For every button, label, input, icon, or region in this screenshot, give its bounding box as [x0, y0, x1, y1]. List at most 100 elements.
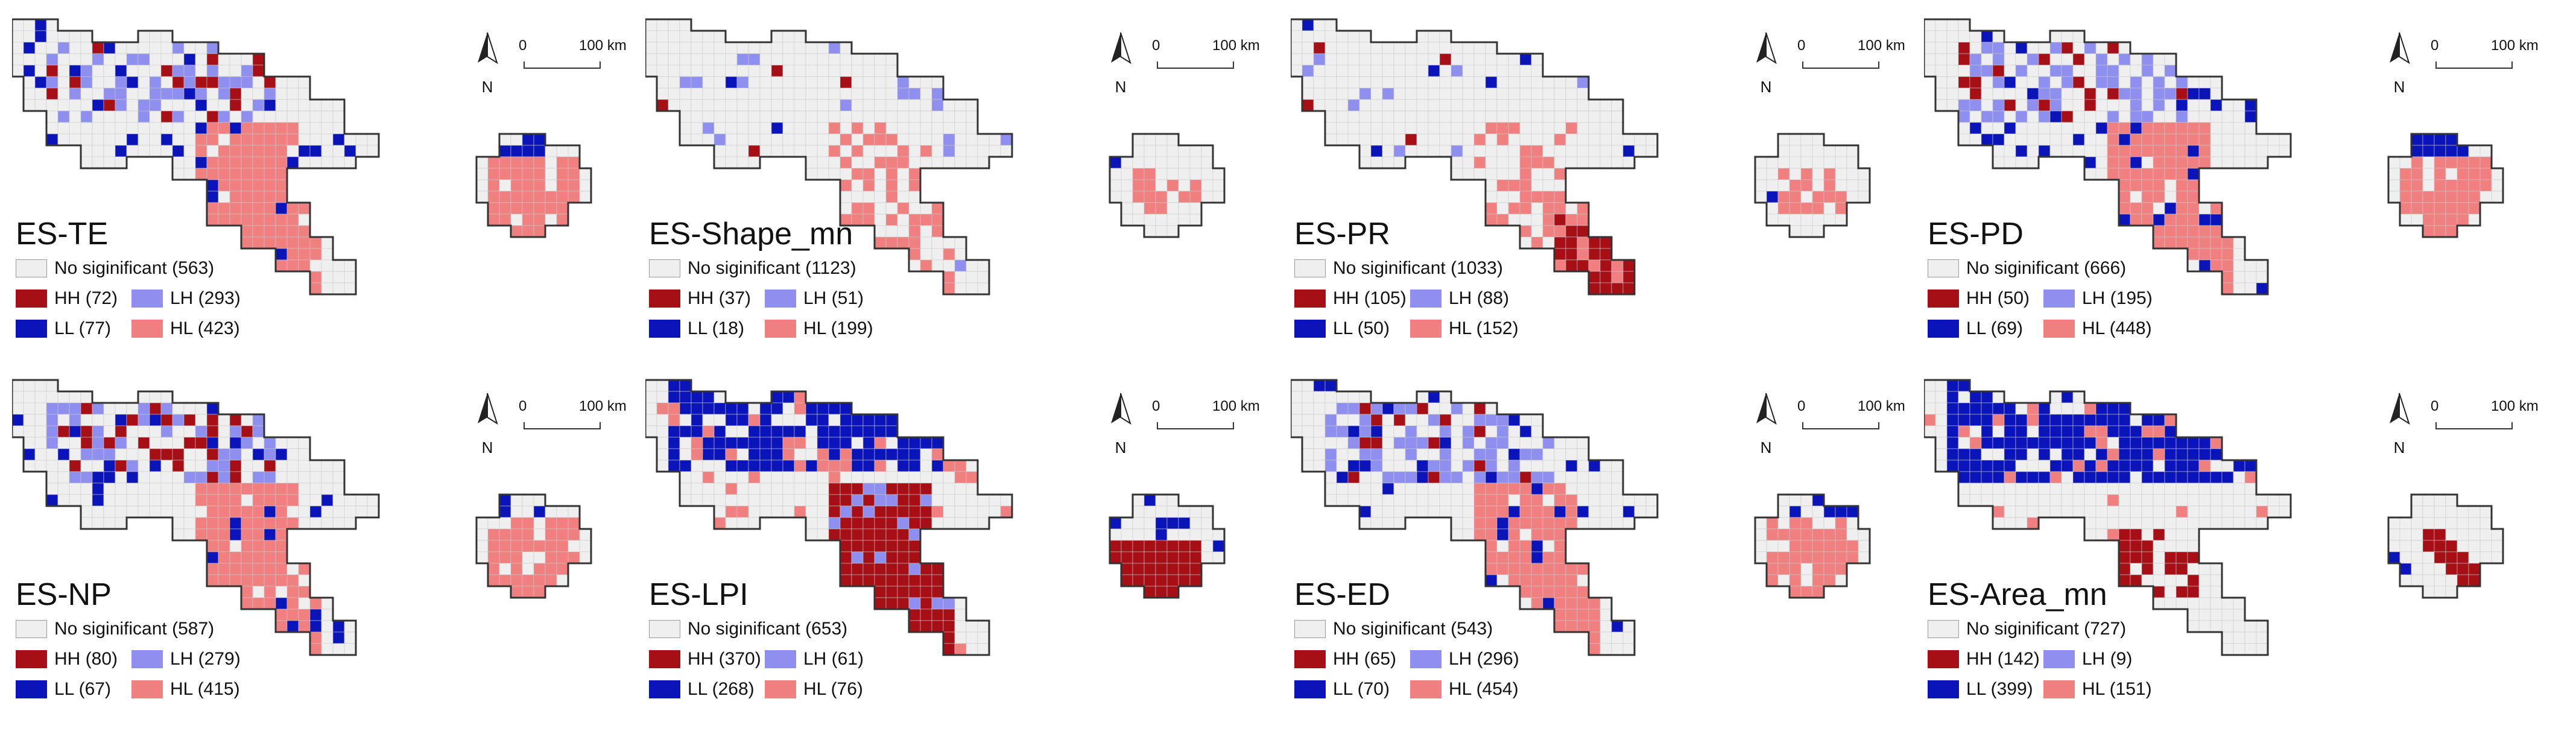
grid-cell-ns: [1531, 110, 1543, 123]
grid-cell-hh: [897, 551, 910, 564]
grid-cell-hl: [218, 482, 230, 495]
grid-cell-ll: [828, 425, 841, 438]
grid-cell-ns: [2072, 65, 2085, 77]
grid-cell-ll: [1554, 505, 1566, 518]
grid-cell-ns: [2107, 99, 2119, 112]
grid-cell-hh: [2130, 551, 2142, 564]
grid-cell-ns: [2084, 168, 2097, 180]
grid-cell-lh: [46, 414, 59, 426]
grid-cell-ns: [966, 620, 978, 633]
grid-cell-hl: [1835, 528, 1847, 541]
grid-cell-ns: [92, 460, 104, 472]
grid-cell-lh: [1302, 65, 1314, 77]
north-arrow: N: [469, 31, 505, 96]
region-outline: [1291, 18, 1659, 296]
grid-cell-ns: [149, 110, 162, 123]
grid-cell-ns: [1336, 122, 1349, 134]
grid-cell-ll: [1144, 494, 1156, 507]
grid-cell-ns: [748, 494, 761, 507]
grid-cell-ns: [1393, 42, 1406, 54]
grid-cell-ns: [1946, 19, 1959, 31]
grid-cell-lh: [908, 87, 921, 100]
grid-cell-hl: [275, 528, 288, 541]
grid-cell-hl: [1485, 563, 1498, 575]
grid-cell-ll: [2141, 471, 2154, 484]
grid-cell-ns: [2233, 620, 2245, 633]
grid-cell-ns: [195, 505, 207, 518]
grid-cell-ns: [2153, 65, 2165, 77]
grid-cell-hh: [1109, 551, 1122, 564]
grid-cell-ns: [183, 517, 196, 530]
grid-cell-ll: [862, 460, 875, 472]
grid-cell-hh: [1132, 574, 1145, 587]
grid-cell-ll: [92, 494, 104, 507]
grid-cell-ns: [2084, 133, 2097, 146]
grid-cell-hh: [2457, 574, 2469, 587]
grid-cell-ns: [2015, 99, 2028, 112]
legend-swatch-lh: [1410, 289, 1441, 308]
grid-cell-hh: [851, 540, 864, 552]
scale-bar-line: [524, 422, 601, 429]
grid-cell-ns: [1302, 460, 1314, 472]
grid-cell-ns: [1823, 214, 1836, 226]
grid-cell-ns: [759, 145, 772, 157]
grid-cell-ns: [1382, 145, 1394, 157]
region-outline: [1924, 379, 2292, 656]
grid-cell-ns: [908, 110, 921, 123]
grid-cell-hl: [2187, 202, 2200, 215]
grid-cell-ns: [679, 133, 692, 146]
grid-cell-ns: [1336, 76, 1349, 89]
grid-cell-ll: [149, 460, 162, 472]
grid-cell-ns: [1201, 168, 1214, 180]
legend-label-hh: HH (105): [1333, 288, 1407, 308]
grid-cell-hl: [252, 145, 265, 157]
grid-cell-ns: [522, 551, 534, 564]
grid-cell-ns: [2256, 145, 2268, 157]
grid-cell-ns: [2422, 517, 2435, 530]
grid-cell-hl: [1519, 202, 1532, 215]
grid-cell-hh: [862, 574, 875, 587]
grid-cell-ns: [840, 53, 852, 66]
grid-cell-hl: [1554, 586, 1566, 598]
legend-swatch-hh: [1928, 289, 1959, 308]
legend-item-hh: HH (37): [649, 289, 751, 308]
grid-cell-lh: [1324, 448, 1337, 461]
legend-label-lh: LH (9): [2082, 649, 2133, 669]
grid-cell-hh: [1121, 540, 1133, 552]
grid-cell-hh: [2434, 528, 2446, 541]
grid-cell-hl: [241, 225, 253, 238]
grid-cell-hl: [309, 282, 322, 295]
grid-cell-ns: [1588, 505, 1601, 518]
grid-cell-ll: [2130, 425, 2142, 438]
grid-cell-ns: [2411, 528, 2423, 541]
grid-cell-ns: [344, 156, 356, 169]
grid-cell-hl: [195, 482, 207, 495]
grid-cell-ns: [828, 87, 841, 100]
grid-cell-lh: [218, 460, 230, 472]
grid-cell-ll: [1958, 460, 1970, 472]
grid-cell-ll: [759, 437, 772, 449]
grid-cell-ns: [2061, 53, 2074, 66]
grid-cell-ns: [1347, 53, 1360, 66]
grid-cell-lh: [2095, 76, 2108, 89]
grid-cell-ll: [1981, 30, 1993, 43]
grid-cell-ns: [1451, 494, 1463, 507]
grid-cell-lh: [69, 402, 81, 415]
grid-cell-hl: [1554, 517, 1566, 530]
grid-cell-ns: [355, 494, 368, 507]
grid-cell-hl: [264, 517, 276, 530]
grid-cell-hl: [908, 236, 921, 249]
grid-cell-ns: [195, 42, 207, 54]
grid-cell-lh: [2049, 99, 2062, 112]
grid-cell-ns: [1178, 168, 1191, 180]
grid-cell-hl: [1189, 179, 1202, 192]
grid-cell-ns: [1858, 168, 1870, 180]
grid-cell-ns: [645, 402, 657, 415]
grid-cell-hl: [241, 236, 253, 249]
grid-cell-ns: [2411, 563, 2423, 575]
grid-cell-ns: [275, 99, 288, 112]
grid-cell-lh: [1473, 448, 1486, 461]
grid-cell-ns: [679, 110, 692, 123]
grid-cell-ns: [1554, 460, 1566, 472]
grid-cell-hl: [817, 448, 829, 461]
